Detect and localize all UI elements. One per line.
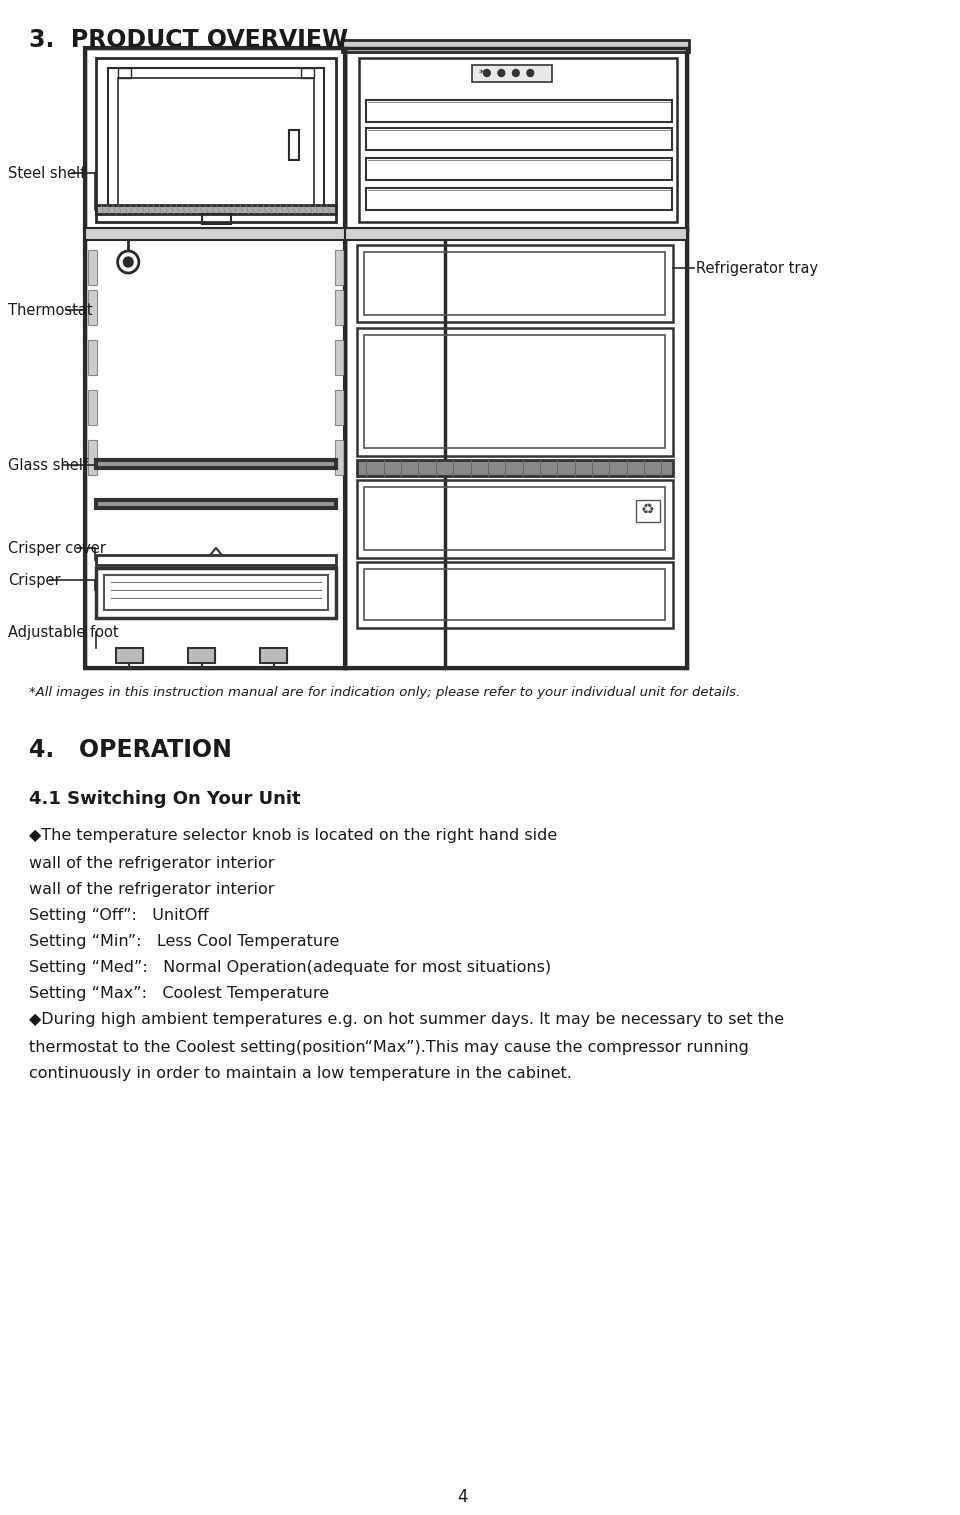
Text: ◆During high ambient temperatures e.g. on hot summer days. It may be necessary t: ◆During high ambient temperatures e.g. o… — [29, 1012, 784, 1027]
Text: ♻: ♻ — [641, 503, 655, 518]
Bar — [367, 158, 672, 180]
Text: Refrigerator tray: Refrigerator tray — [696, 261, 818, 276]
Bar — [367, 100, 672, 123]
Bar — [108, 68, 324, 214]
Text: 4.1 Switching On Your Unit: 4.1 Switching On Your Unit — [29, 789, 300, 807]
Text: Steel shelf: Steel shelf — [8, 165, 85, 180]
Text: 4: 4 — [458, 1488, 468, 1506]
Bar — [84, 48, 346, 230]
Bar — [343, 39, 689, 52]
Bar — [636, 500, 660, 523]
Bar — [188, 648, 215, 664]
Circle shape — [124, 258, 133, 267]
Bar — [96, 500, 336, 508]
Bar — [357, 480, 673, 558]
Bar — [335, 439, 345, 476]
Bar — [260, 648, 287, 664]
Bar — [116, 648, 143, 664]
Circle shape — [498, 70, 505, 76]
Bar — [84, 230, 346, 668]
Text: Crisper cover: Crisper cover — [8, 541, 106, 556]
Bar — [335, 389, 345, 426]
Text: Setting “Med”:   Normal Operation(adequate for most situations): Setting “Med”: Normal Operation(adequate… — [29, 961, 551, 976]
Text: *: * — [478, 70, 484, 79]
Bar — [84, 48, 686, 668]
Bar — [96, 58, 336, 223]
Bar — [87, 439, 97, 476]
Text: Crisper: Crisper — [8, 573, 60, 588]
Text: ◆The temperature selector knob is located on the right hand side: ◆The temperature selector knob is locate… — [29, 829, 557, 842]
Bar — [346, 227, 686, 239]
Bar — [96, 205, 336, 214]
Bar — [357, 329, 673, 456]
Bar — [118, 206, 132, 214]
Text: wall of the refrigerator interior: wall of the refrigerator interior — [29, 856, 275, 871]
Text: 4.   OPERATION: 4. OPERATION — [29, 738, 231, 762]
Bar — [359, 58, 677, 223]
Text: wall of the refrigerator interior: wall of the refrigerator interior — [29, 882, 275, 897]
Bar — [367, 188, 672, 211]
Bar — [87, 389, 97, 426]
Bar — [365, 251, 665, 315]
Circle shape — [513, 70, 519, 76]
Text: continuously in order to maintain a low temperature in the cabinet.: continuously in order to maintain a low … — [29, 1067, 572, 1082]
Bar — [365, 486, 665, 550]
Bar — [87, 339, 97, 376]
Bar — [357, 562, 673, 629]
Bar — [300, 206, 314, 214]
Bar — [367, 127, 672, 150]
Bar — [84, 227, 346, 239]
Text: Setting “Min”:   Less Cool Temperature: Setting “Min”: Less Cool Temperature — [29, 935, 339, 948]
Bar — [96, 461, 336, 468]
Bar — [87, 250, 97, 285]
Text: thermostat to the Coolest setting(position“Max”).This may cause the compressor r: thermostat to the Coolest setting(positi… — [29, 1039, 749, 1054]
Bar — [346, 230, 686, 668]
Bar — [96, 554, 336, 565]
Bar — [203, 214, 231, 224]
Text: Setting “Off”:   UnitOff: Setting “Off”: UnitOff — [29, 907, 208, 923]
Bar — [118, 68, 132, 77]
Bar — [96, 568, 336, 618]
Bar — [357, 245, 673, 323]
Bar — [118, 77, 314, 206]
Circle shape — [527, 70, 534, 76]
Text: 3.  PRODUCT OVERVIEW: 3. PRODUCT OVERVIEW — [29, 27, 348, 52]
Text: Thermostat: Thermostat — [8, 303, 92, 318]
Bar — [346, 48, 686, 230]
Bar — [335, 339, 345, 376]
Text: Adjustable foot: Adjustable foot — [8, 624, 118, 639]
Bar — [300, 68, 314, 77]
Text: Setting “Max”:   Coolest Temperature: Setting “Max”: Coolest Temperature — [29, 986, 329, 1001]
Bar — [104, 576, 327, 611]
Bar — [472, 65, 551, 82]
Bar — [335, 250, 345, 285]
Bar — [357, 461, 673, 476]
Text: *All images in this instruction manual are for indication only; please refer to : *All images in this instruction manual a… — [29, 686, 740, 698]
Bar — [365, 335, 665, 448]
Bar — [289, 130, 299, 161]
Bar — [365, 570, 665, 620]
Circle shape — [484, 70, 491, 76]
Bar — [87, 289, 97, 326]
Bar — [335, 289, 345, 326]
Text: Glass shelf: Glass shelf — [8, 458, 87, 473]
